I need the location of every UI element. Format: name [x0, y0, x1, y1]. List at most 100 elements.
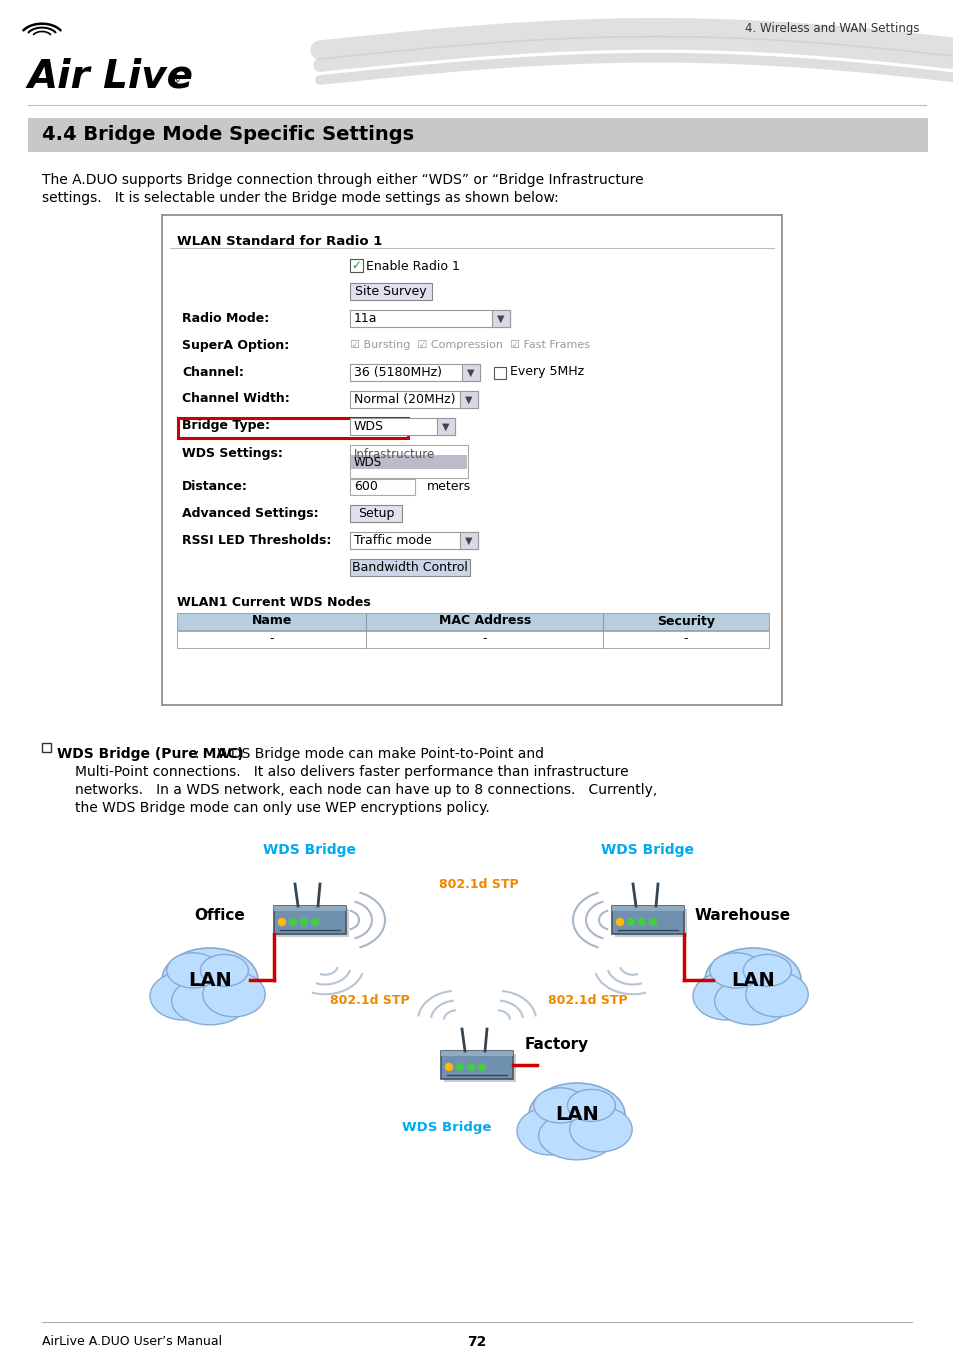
Ellipse shape: [200, 954, 248, 987]
Ellipse shape: [567, 1089, 615, 1122]
Text: 72: 72: [467, 1335, 486, 1349]
Bar: [28, 117, 927, 153]
Text: AirLive A.DUO User’s Manual: AirLive A.DUO User’s Manual: [42, 1335, 222, 1349]
Bar: [436, 418, 455, 435]
Ellipse shape: [709, 953, 761, 988]
Text: MAC Address: MAC Address: [438, 614, 531, 628]
Bar: [350, 532, 477, 549]
Text: :    WDS Bridge mode can make Point-to-Point and: : WDS Bridge mode can make Point-to-Poin…: [194, 747, 543, 761]
Bar: [162, 215, 781, 705]
Text: Name: Name: [252, 614, 292, 628]
Bar: [494, 367, 505, 379]
Bar: [274, 906, 346, 934]
Ellipse shape: [162, 948, 257, 1012]
Bar: [350, 364, 479, 381]
Text: Warehouse: Warehouse: [694, 907, 790, 922]
Text: settings.   It is selectable under the Bridge mode settings as shown below:: settings. It is selectable under the Bri…: [42, 190, 558, 205]
Text: Security: Security: [657, 614, 715, 628]
Text: ▼: ▼: [497, 313, 504, 324]
Ellipse shape: [538, 1112, 615, 1160]
Text: Distance:: Distance:: [182, 479, 248, 493]
Bar: [350, 259, 363, 271]
Text: WLAN1 Current WDS Nodes: WLAN1 Current WDS Nodes: [177, 595, 371, 609]
Text: meters: meters: [427, 479, 471, 493]
Text: WDS Bridge: WDS Bridge: [402, 1120, 491, 1134]
Bar: [492, 310, 510, 327]
Ellipse shape: [167, 953, 219, 988]
Bar: [612, 906, 683, 934]
Text: Factory: Factory: [524, 1038, 588, 1053]
Text: ▼: ▼: [465, 536, 473, 545]
Text: Radio Mode:: Radio Mode:: [182, 312, 269, 324]
Text: 36 (5180MHz): 36 (5180MHz): [354, 366, 441, 379]
Text: WLAN Standard for Radio 1: WLAN Standard for Radio 1: [177, 235, 382, 248]
Bar: [366, 613, 602, 630]
Text: WDS: WDS: [354, 456, 382, 470]
Text: Every 5MHz: Every 5MHz: [510, 366, 583, 378]
Bar: [443, 1054, 516, 1081]
Bar: [276, 909, 349, 937]
Circle shape: [300, 918, 307, 926]
Bar: [350, 418, 455, 435]
Text: Infrastructure: Infrastructure: [354, 448, 435, 462]
Bar: [459, 392, 477, 408]
Text: Multi-Point connections.   It also delivers faster performance than infrastructu: Multi-Point connections. It also deliver…: [75, 765, 628, 779]
Text: 802.1d STP: 802.1d STP: [548, 994, 627, 1007]
Bar: [177, 613, 366, 630]
Text: -: -: [482, 633, 487, 645]
Circle shape: [456, 1064, 463, 1071]
Ellipse shape: [517, 1107, 583, 1156]
Circle shape: [289, 918, 296, 926]
Text: WDS: WDS: [354, 420, 384, 433]
Ellipse shape: [742, 954, 791, 987]
Circle shape: [467, 1064, 474, 1071]
Bar: [461, 364, 479, 381]
Bar: [459, 532, 477, 549]
Ellipse shape: [534, 1088, 586, 1123]
Circle shape: [312, 918, 318, 926]
Bar: [274, 906, 346, 911]
Bar: [440, 1052, 513, 1056]
Ellipse shape: [150, 972, 217, 1021]
Text: 802.1d STP: 802.1d STP: [330, 994, 410, 1007]
Text: Site Survey: Site Survey: [355, 285, 426, 298]
Circle shape: [278, 918, 285, 926]
Bar: [602, 630, 768, 648]
Bar: [350, 505, 401, 522]
Text: Setup: Setup: [357, 508, 394, 520]
Text: Air Live: Air Live: [28, 57, 193, 94]
Text: WDS Bridge: WDS Bridge: [601, 842, 694, 857]
Bar: [350, 479, 415, 495]
Bar: [350, 310, 510, 327]
Text: LAN: LAN: [188, 971, 232, 990]
Ellipse shape: [569, 1107, 632, 1152]
Ellipse shape: [714, 977, 791, 1025]
Circle shape: [445, 1064, 452, 1071]
Bar: [177, 630, 366, 648]
Text: 4.4 Bridge Mode Specific Settings: 4.4 Bridge Mode Specific Settings: [42, 126, 414, 144]
Bar: [350, 559, 470, 576]
Ellipse shape: [172, 977, 248, 1025]
Circle shape: [638, 918, 645, 926]
Ellipse shape: [692, 972, 760, 1021]
Text: Channel Width:: Channel Width:: [182, 393, 290, 405]
Text: WDS Bridge (Pure MAC): WDS Bridge (Pure MAC): [57, 747, 244, 761]
Text: ▼: ▼: [442, 421, 449, 432]
Text: LAN: LAN: [730, 971, 774, 990]
Text: 11a: 11a: [354, 312, 377, 325]
Text: RSSI LED Thresholds:: RSSI LED Thresholds:: [182, 533, 331, 547]
Circle shape: [649, 918, 656, 926]
Text: networks.   In a WDS network, each node can have up to 8 connections.   Currentl: networks. In a WDS network, each node ca…: [75, 783, 657, 796]
Ellipse shape: [203, 972, 265, 1017]
Text: Channel:: Channel:: [182, 366, 244, 378]
Text: Bridge Type:: Bridge Type:: [182, 420, 270, 432]
Bar: [612, 906, 683, 911]
Text: Enable Radio 1: Enable Radio 1: [366, 259, 459, 273]
Bar: [350, 284, 432, 300]
Ellipse shape: [529, 1083, 624, 1148]
Bar: [615, 909, 686, 937]
Bar: [351, 455, 467, 468]
Text: Traffic mode: Traffic mode: [354, 535, 432, 547]
Bar: [350, 392, 477, 408]
Bar: [350, 446, 468, 478]
